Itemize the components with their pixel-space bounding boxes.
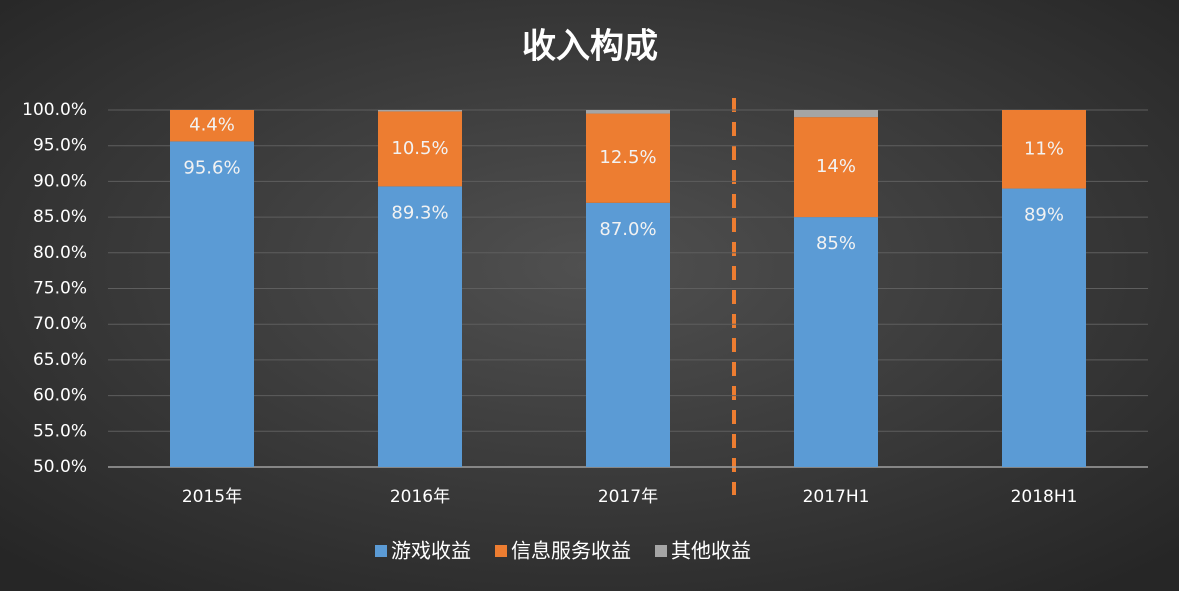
bar-segment (586, 113, 670, 203)
data-label: 14% (816, 156, 856, 177)
bar-segment (170, 141, 254, 467)
data-label: 4.4% (189, 115, 235, 136)
y-tick-label: 85.0% (33, 207, 87, 227)
legend-label: 信息服务收益 (511, 539, 631, 563)
data-label: 85% (816, 233, 856, 254)
y-tick-label: 90.0% (33, 171, 87, 191)
data-label: 12.5% (599, 147, 656, 168)
bar-segment (586, 202, 670, 467)
x-tick-label: 2015年 (182, 487, 242, 507)
y-tick-label: 65.0% (33, 350, 87, 370)
x-tick-label: 2018H1 (1011, 487, 1078, 507)
bar-segment (794, 217, 878, 467)
data-label: 89% (1024, 205, 1064, 226)
legend-swatch (655, 545, 667, 557)
legend-swatch (495, 545, 507, 557)
x-tick-label: 2017H1 (803, 487, 870, 507)
data-label: 10.5% (391, 138, 448, 159)
data-label: 89.3% (391, 202, 448, 223)
bar-segment (586, 110, 670, 114)
x-tick-label: 2016年 (390, 487, 450, 507)
bar-segment (378, 110, 462, 112)
y-tick-label: 95.0% (33, 136, 87, 156)
bar-segment (1002, 110, 1086, 189)
y-tick-label: 50.0% (33, 457, 87, 477)
y-tick-label: 60.0% (33, 386, 87, 406)
bar-segment (378, 111, 462, 187)
bar-segment (1002, 188, 1086, 468)
y-tick-label: 80.0% (33, 243, 87, 263)
data-label: 11% (1024, 138, 1064, 159)
chart-title: 收入构成 (522, 27, 658, 67)
y-tick-label: 100.0% (22, 100, 87, 120)
x-tick-label: 2017年 (598, 487, 658, 507)
bar-segment (378, 186, 462, 467)
bar-segment (170, 110, 254, 142)
legend-label: 游戏收益 (391, 539, 471, 563)
bar-segment (794, 117, 878, 218)
data-label: 87.0% (599, 219, 656, 240)
y-tick-label: 70.0% (33, 314, 87, 334)
legend-label: 其他收益 (671, 539, 751, 563)
y-tick-label: 55.0% (33, 421, 87, 441)
y-tick-label: 75.0% (33, 279, 87, 299)
data-label: 95.6% (183, 157, 240, 178)
legend-swatch (375, 545, 387, 557)
bar-segment (794, 110, 878, 118)
